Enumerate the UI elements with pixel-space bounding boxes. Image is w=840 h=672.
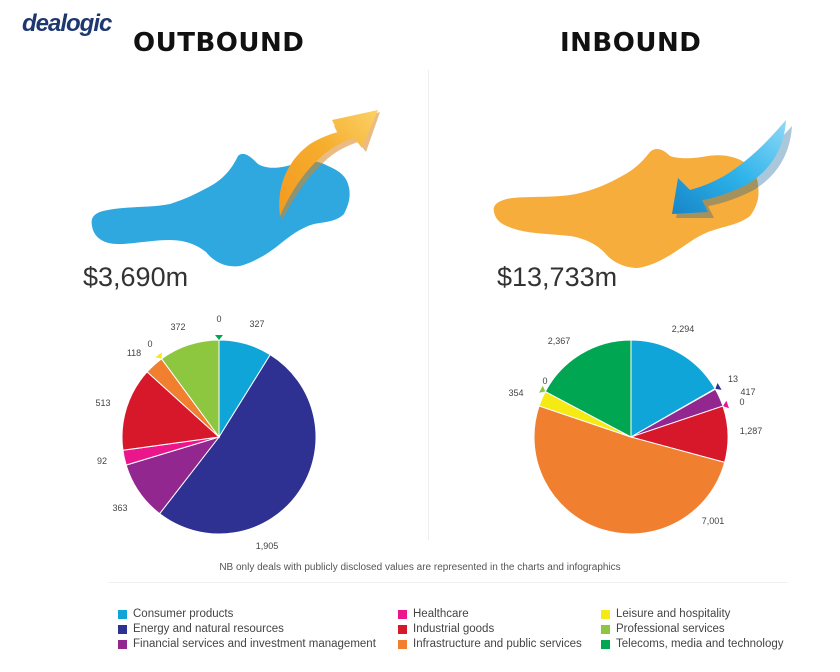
legend-swatch bbox=[398, 639, 407, 649]
outbound-label-industrial-goods: 513 bbox=[95, 398, 110, 408]
inbound-label-leisure-and-hospitality: 354 bbox=[508, 388, 523, 398]
inbound-label-financial-services-and-investment-management: 417 bbox=[740, 387, 755, 397]
legend-separator bbox=[108, 582, 788, 583]
column-divider bbox=[428, 70, 429, 540]
legend-label: Professional services bbox=[616, 623, 725, 635]
inbound-arrow-icon bbox=[672, 120, 792, 218]
inbound-marker-professional-services bbox=[539, 385, 546, 393]
inbound-label-consumer-products: 2,294 bbox=[672, 324, 695, 334]
inbound-label-infrastructure-and-public-services: 7,001 bbox=[702, 516, 725, 526]
legend-swatch bbox=[398, 624, 407, 634]
legend-label: Industrial goods bbox=[413, 623, 495, 635]
legend-label: Consumer products bbox=[133, 608, 234, 620]
disclosure-note: NB only deals with publicly disclosed va… bbox=[219, 562, 621, 573]
inbound-label-energy-and-natural-resources: 13 bbox=[728, 374, 738, 384]
legend-swatch bbox=[118, 639, 127, 649]
legend-label: Energy and natural resources bbox=[133, 623, 284, 635]
outbound-slice-industrial-goods bbox=[121, 371, 221, 451]
inbound-slice-telecoms-media-and-technology bbox=[544, 339, 632, 438]
legend-item-financial-services-and-investment-management: Financial services and investment manage… bbox=[118, 638, 376, 650]
outbound-label-telecoms-media-and-technology: 0 bbox=[216, 314, 221, 324]
legend-swatch bbox=[601, 609, 610, 619]
outbound-slice-energy-and-natural-resources bbox=[158, 353, 317, 535]
outbound-label-financial-services-and-investment-management: 363 bbox=[112, 503, 127, 513]
outbound-pie-chart: 327 1,905 363 92 513 118 0 372 0 bbox=[95, 314, 317, 551]
legend-item-leisure-and-hospitality: Leisure and hospitality bbox=[601, 608, 730, 620]
legend-swatch bbox=[601, 639, 610, 649]
legend-label: Telecoms, media and technology bbox=[616, 638, 784, 650]
legend-label: Healthcare bbox=[413, 608, 469, 620]
outbound-label-professional-services: 372 bbox=[170, 322, 185, 332]
dealogic-logo: dealogic bbox=[22, 10, 112, 37]
legend-label: Financial services and investment manage… bbox=[133, 638, 376, 650]
inbound-label-healthcare: 0 bbox=[739, 397, 744, 407]
outbound-slice-professional-services bbox=[160, 339, 220, 439]
outbound-label-consumer-products: 327 bbox=[249, 319, 264, 329]
legend-item-healthcare: Healthcare bbox=[398, 608, 469, 620]
legend-item-professional-services: Professional services bbox=[601, 623, 725, 635]
inbound-label-professional-services: 0 bbox=[542, 376, 547, 386]
outbound-arrow-icon bbox=[279, 110, 380, 220]
legend-item-industrial-goods: Industrial goods bbox=[398, 623, 494, 635]
inbound-slice-infrastructure-and-public-services bbox=[533, 405, 726, 535]
legend-item-telecoms-media-and-technology: Telecoms, media and technology bbox=[601, 638, 784, 650]
inbound-heading: INBOUND bbox=[560, 28, 702, 58]
inbound-label-telecoms-media-and-technology: 2,367 bbox=[548, 336, 571, 346]
legend-swatch bbox=[601, 624, 610, 634]
inbound-marker-energy-and-natural-resources bbox=[715, 383, 722, 390]
legend-label: Infrastructure and public services bbox=[413, 638, 582, 650]
legend-item-infrastructure-and-public-services: Infrastructure and public services bbox=[398, 638, 582, 650]
outbound-label-energy-and-natural-resources: 1,905 bbox=[256, 541, 279, 551]
outbound-label-infrastructure-and-public-services: 118 bbox=[127, 348, 141, 358]
inbound-amount: $13,733m bbox=[497, 262, 618, 292]
inbound-marker-healthcare bbox=[722, 400, 729, 409]
legend-item-energy-and-natural-resources: Energy and natural resources bbox=[118, 623, 284, 635]
outbound-marker-telecoms-media-and-technology bbox=[215, 335, 223, 340]
legend-label: Leisure and hospitality bbox=[616, 608, 731, 620]
inbound-label-industrial-goods: 1,287 bbox=[740, 426, 763, 436]
legend-item-consumer-products: Consumer products bbox=[118, 608, 233, 620]
inbound-slice-consumer-products bbox=[630, 339, 716, 438]
legend-swatch bbox=[398, 609, 407, 619]
outbound-label-healthcare: 92 bbox=[97, 456, 107, 466]
outbound-heading: OUTBOUND bbox=[133, 28, 305, 58]
legend-swatch bbox=[118, 609, 127, 619]
inbound-country-map bbox=[493, 149, 759, 268]
outbound-amount: $3,690m bbox=[83, 262, 189, 292]
outbound-label-leisure-and-hospitality: 0 bbox=[147, 339, 152, 349]
legend-swatch bbox=[118, 624, 127, 634]
outbound-marker-leisure-and-hospitality bbox=[155, 352, 162, 359]
